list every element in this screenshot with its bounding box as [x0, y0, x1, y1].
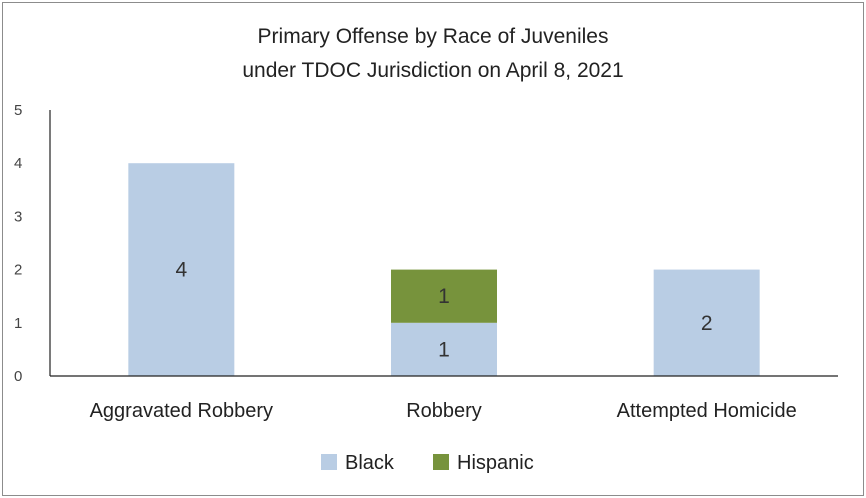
legend-label-hispanic: Hispanic [457, 452, 534, 474]
data-label: 1 [438, 338, 450, 361]
data-label: 2 [701, 312, 713, 335]
chart-title-line-1: Primary Offense by Race of Juveniles [258, 25, 609, 48]
bars [128, 163, 760, 376]
y-tick-label: 2 [14, 262, 22, 279]
legend-swatch-hispanic [433, 454, 449, 470]
y-tick-label: 5 [14, 102, 22, 119]
chart-title-line-2: under TDOC Jurisdiction on April 8, 2021 [242, 59, 623, 82]
x-category-label: Attempted Homicide [617, 400, 797, 422]
legend-label-black: Black [345, 452, 395, 474]
legend: Black Hispanic [321, 452, 534, 474]
y-tick-label: 0 [14, 368, 22, 385]
bar-black-2 [391, 322, 497, 376]
y-tick-label: 3 [14, 208, 22, 225]
y-tick-label: 1 [14, 315, 22, 332]
y-axis-tick-labels: 0 1 2 3 4 5 [14, 102, 22, 385]
bar-black-1 [128, 163, 235, 376]
data-label: 4 [175, 259, 187, 282]
x-category-label: Robbery [406, 400, 482, 422]
bar-black-3 [653, 269, 760, 376]
bar-hispanic-2 [391, 269, 497, 323]
y-tick-label: 4 [14, 155, 22, 172]
data-labels: 4 1 1 2 [175, 259, 712, 362]
legend-swatch-black [321, 454, 337, 470]
x-category-label: Aggravated Robbery [90, 400, 273, 422]
data-label: 1 [438, 285, 450, 308]
x-axis-category-labels: Aggravated Robbery Robbery Attempted Homic… [90, 400, 797, 422]
